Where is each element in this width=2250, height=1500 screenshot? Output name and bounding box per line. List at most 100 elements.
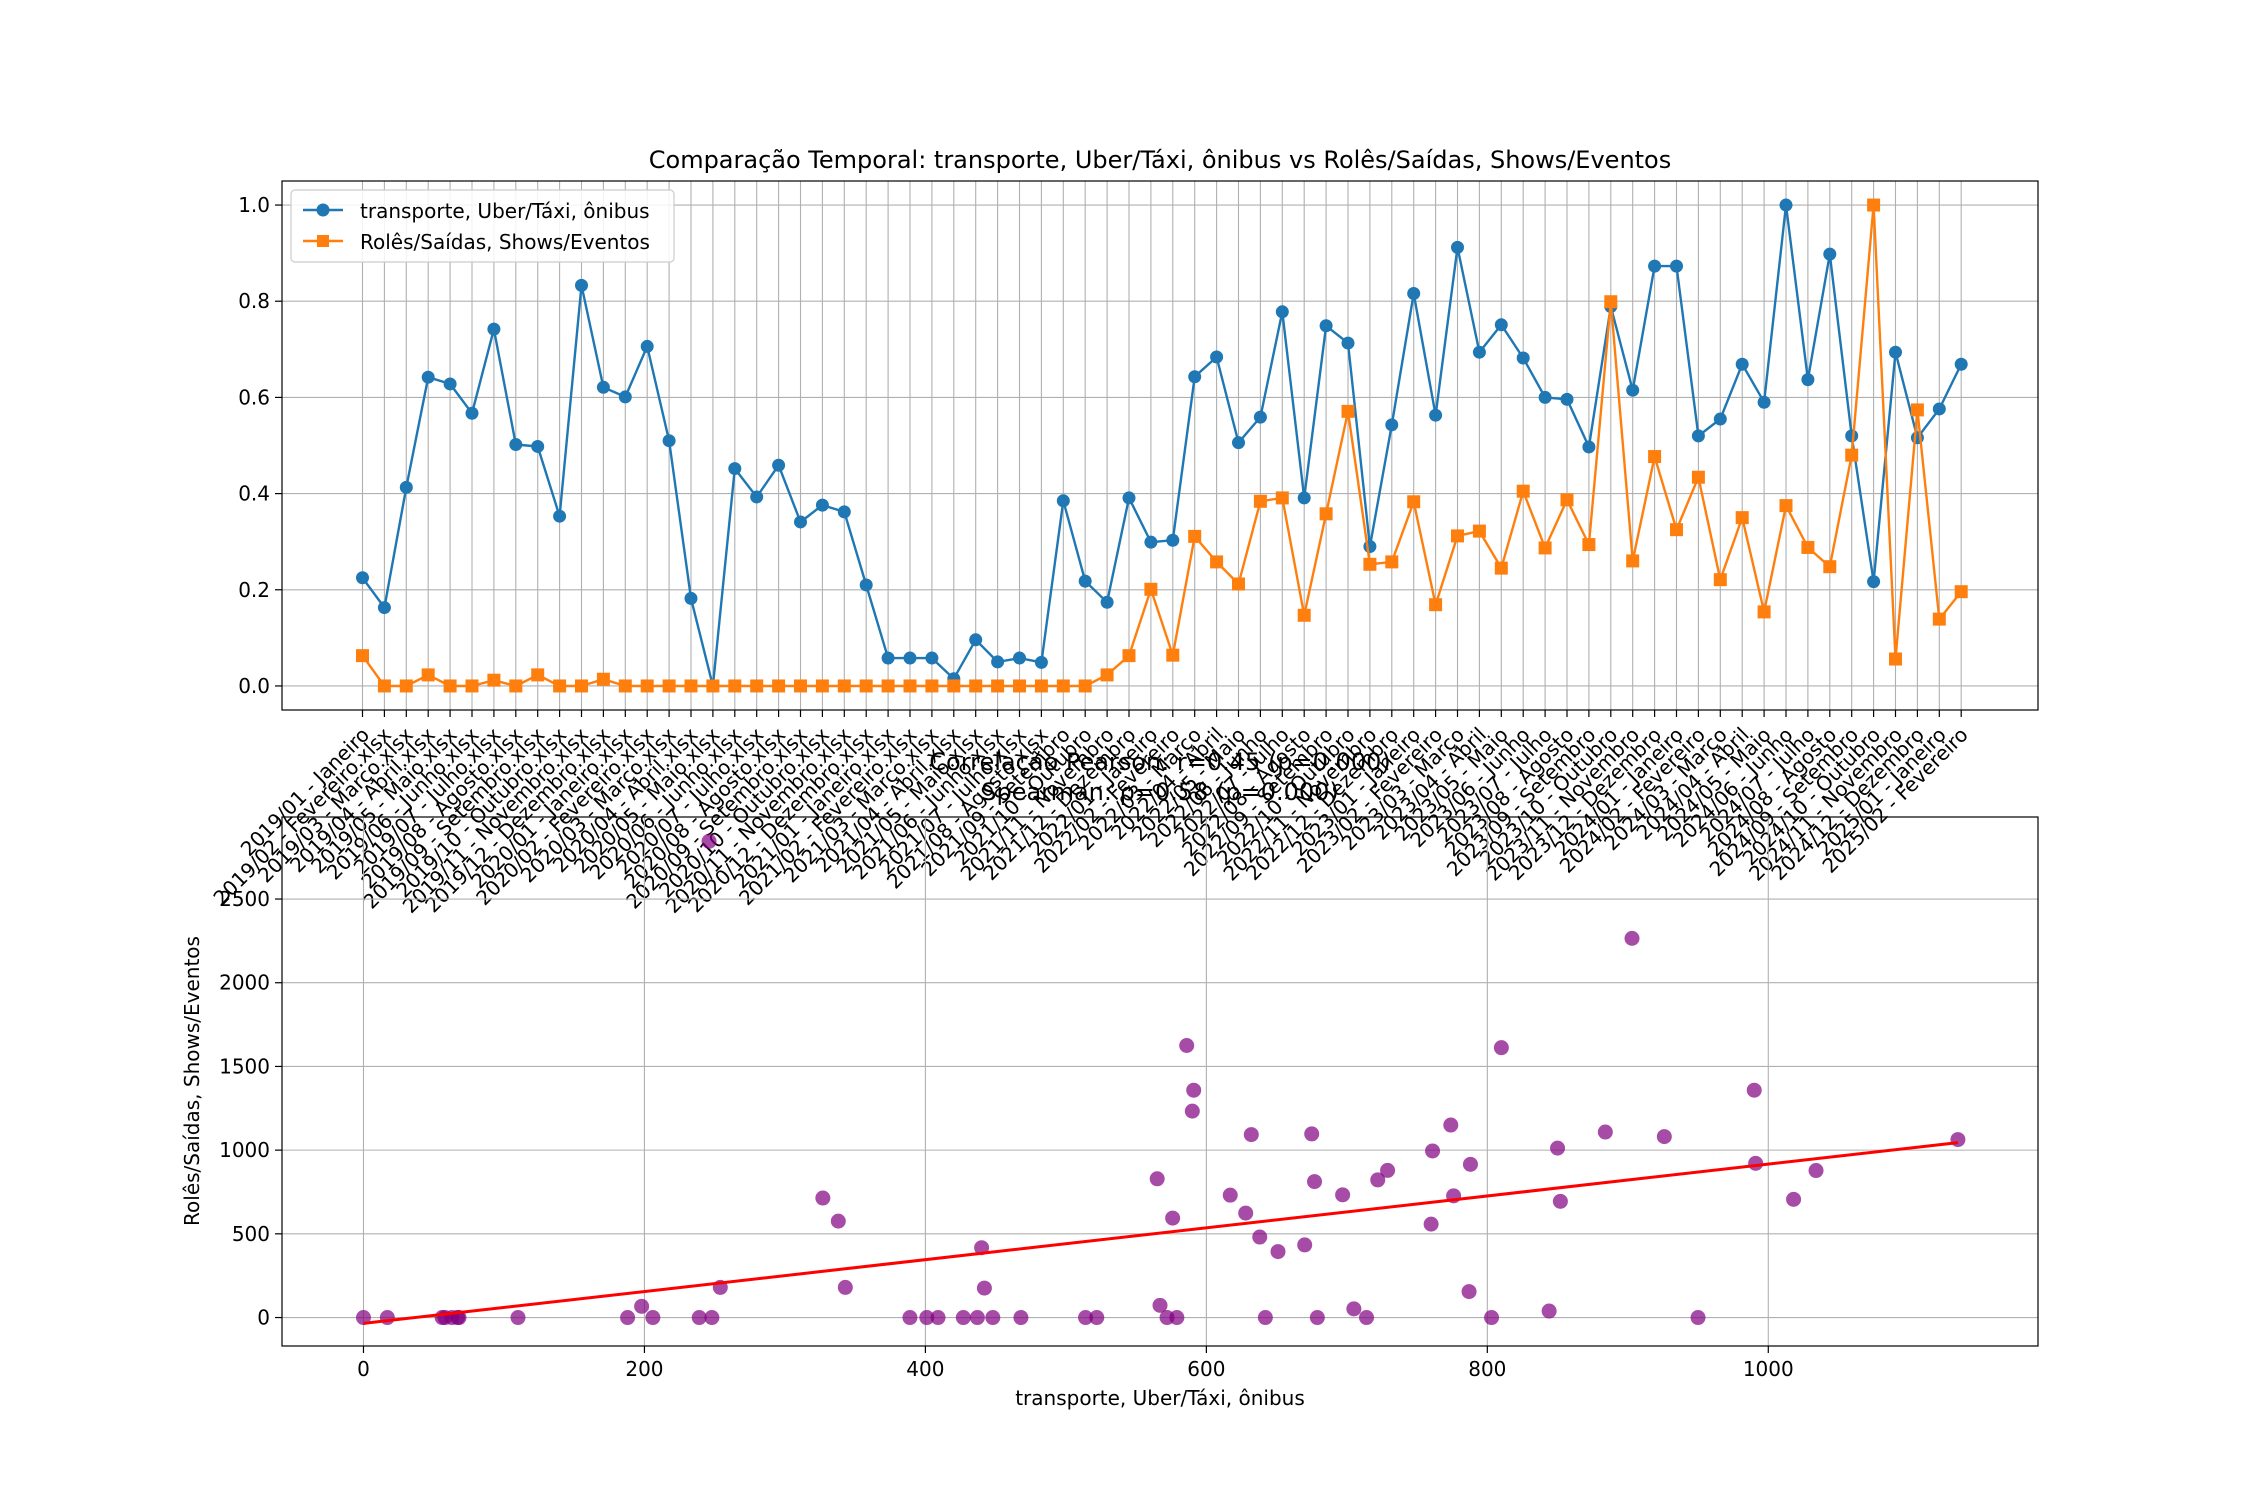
scatter-point bbox=[1149, 1171, 1165, 1187]
data-point-roles bbox=[1056, 679, 1070, 693]
data-point-transporte bbox=[1100, 595, 1114, 609]
scatter-point bbox=[1270, 1244, 1286, 1260]
data-point-roles bbox=[465, 679, 479, 693]
data-point-transporte bbox=[1889, 345, 1902, 359]
data-point-transporte bbox=[1056, 494, 1070, 508]
scatter-point bbox=[1550, 1140, 1566, 1156]
data-point-transporte bbox=[1691, 429, 1705, 443]
scatter-point bbox=[830, 1213, 846, 1229]
scatter-point bbox=[1089, 1310, 1105, 1326]
data-point-transporte bbox=[1494, 318, 1508, 332]
scatter-point bbox=[691, 1310, 707, 1326]
data-point-transporte bbox=[1275, 305, 1289, 319]
data-point-transporte bbox=[859, 578, 873, 592]
data-point-roles bbox=[1823, 560, 1837, 574]
data-point-roles bbox=[969, 679, 983, 693]
scatter-point bbox=[1425, 1143, 1441, 1159]
data-point-transporte bbox=[969, 633, 983, 647]
data-point-roles bbox=[1472, 524, 1486, 538]
data-point-transporte bbox=[881, 651, 895, 665]
time-chart-legend: transporte, Uber/Táxi, ônibus Rolês/Saíd… bbox=[290, 189, 675, 263]
data-point-transporte bbox=[1319, 319, 1333, 333]
data-point-transporte bbox=[1670, 259, 1683, 273]
data-point-transporte bbox=[1210, 350, 1224, 364]
data-point-roles bbox=[1034, 679, 1048, 693]
data-point-transporte bbox=[1823, 247, 1837, 261]
data-point-roles bbox=[421, 668, 435, 682]
scatter-point bbox=[1307, 1174, 1323, 1190]
scatter-point bbox=[985, 1310, 1001, 1326]
y-tick-label: 0.2 bbox=[238, 578, 270, 602]
scatter-point bbox=[1152, 1297, 1168, 1313]
time-chart-title: Comparação Temporal: transporte, Uber/Tá… bbox=[649, 146, 1672, 174]
data-point-roles bbox=[772, 679, 786, 693]
scatter-title-pearson: Correlação Pearson: r=0.45 (p=0.000) bbox=[929, 748, 1390, 776]
data-point-transporte bbox=[1516, 351, 1530, 365]
data-point-roles bbox=[1363, 557, 1377, 571]
scatter-point bbox=[1078, 1310, 1094, 1326]
scatter-point bbox=[1808, 1163, 1824, 1179]
x-tick-label: 800 bbox=[1468, 1357, 1506, 1381]
data-point-roles bbox=[1910, 403, 1924, 417]
scatter-point bbox=[919, 1310, 935, 1326]
data-point-transporte bbox=[1407, 287, 1421, 301]
data-point-transporte bbox=[1648, 259, 1662, 273]
scatter-point bbox=[1252, 1229, 1268, 1245]
data-point-transporte bbox=[1538, 390, 1552, 404]
scatter-point bbox=[1748, 1155, 1764, 1171]
y-tick-label: 1.0 bbox=[238, 193, 270, 217]
data-point-transporte bbox=[1232, 436, 1245, 450]
data-point-transporte bbox=[1166, 533, 1180, 547]
data-point-roles bbox=[531, 668, 545, 682]
data-point-roles bbox=[509, 679, 523, 693]
scatter-point bbox=[902, 1310, 918, 1326]
y-tick-label: 0.4 bbox=[238, 482, 270, 506]
data-point-roles bbox=[1560, 493, 1574, 507]
data-point-transporte bbox=[1122, 491, 1136, 505]
x-tick-label: 200 bbox=[625, 1357, 663, 1381]
scatter-point bbox=[1238, 1205, 1254, 1221]
scatter-point bbox=[1541, 1303, 1557, 1319]
data-point-roles bbox=[1845, 448, 1859, 462]
data-point-transporte bbox=[1713, 412, 1727, 426]
data-point-transporte bbox=[487, 322, 501, 336]
data-point-roles bbox=[662, 679, 676, 693]
scatter-point bbox=[1222, 1187, 1238, 1203]
scatter-point bbox=[1380, 1162, 1396, 1178]
data-point-transporte bbox=[662, 434, 676, 448]
data-point-roles bbox=[1779, 499, 1793, 513]
data-point-roles bbox=[1451, 529, 1464, 543]
data-point-transporte bbox=[837, 505, 851, 519]
data-point-roles bbox=[640, 679, 654, 693]
data-point-roles bbox=[925, 679, 939, 693]
data-point-transporte bbox=[575, 278, 588, 292]
x-tick-label: 600 bbox=[1187, 1357, 1225, 1381]
data-point-roles bbox=[487, 673, 501, 687]
data-point-roles bbox=[750, 679, 764, 693]
scatter-x-ticks: 0 200 400 600 800 1000 bbox=[357, 1346, 1794, 1381]
data-point-roles bbox=[1735, 511, 1749, 525]
scatter-point bbox=[1690, 1310, 1706, 1326]
scatter-point bbox=[1184, 1103, 1200, 1119]
data-point-roles bbox=[1626, 554, 1640, 568]
y-tick-label: 0.6 bbox=[238, 385, 270, 409]
data-point-roles bbox=[1253, 494, 1267, 508]
data-point-transporte bbox=[1779, 198, 1793, 212]
data-point-roles bbox=[575, 679, 588, 693]
data-point-transporte bbox=[443, 377, 457, 391]
data-point-transporte bbox=[356, 571, 369, 585]
data-point-transporte bbox=[399, 480, 413, 494]
data-point-roles bbox=[1604, 295, 1618, 309]
data-point-transporte bbox=[1954, 357, 1968, 371]
legend-label-transporte: transporte, Uber/Táxi, ônibus bbox=[360, 199, 650, 223]
data-point-roles bbox=[1494, 561, 1508, 575]
data-point-roles bbox=[903, 679, 917, 693]
data-point-roles bbox=[1341, 404, 1355, 418]
scatter-point bbox=[1335, 1187, 1351, 1203]
scatter-point bbox=[1552, 1193, 1568, 1209]
data-point-transporte bbox=[1297, 491, 1311, 505]
y-tick-label: 1500 bbox=[219, 1054, 270, 1078]
x-tick-label: 400 bbox=[906, 1357, 944, 1381]
scatter-point bbox=[1746, 1082, 1762, 1098]
scatter-point bbox=[976, 1280, 992, 1296]
